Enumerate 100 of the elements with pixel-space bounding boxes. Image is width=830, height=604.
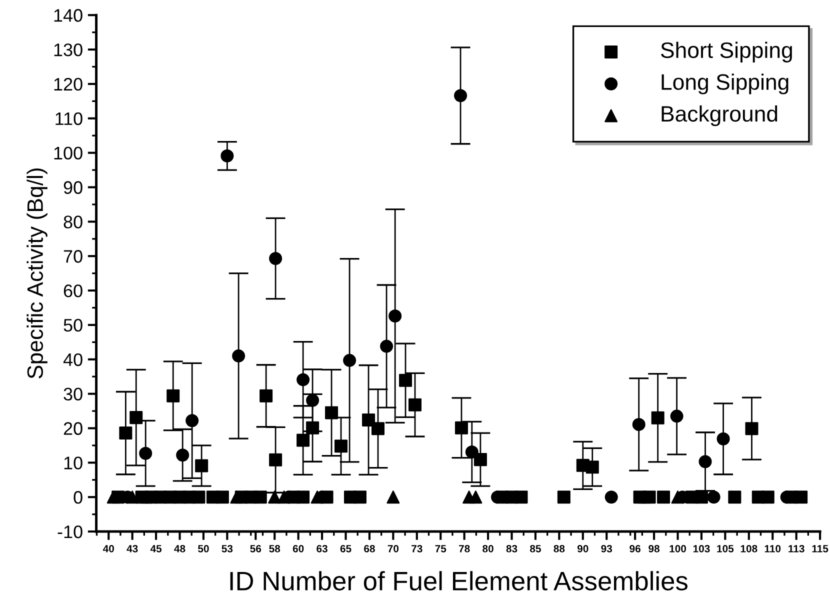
y-tick-label: 110 xyxy=(56,112,82,126)
point xyxy=(794,490,808,504)
point xyxy=(638,490,652,504)
x-tick-label: 78 xyxy=(458,544,470,552)
x-tick-label: 90 xyxy=(577,544,588,552)
x-tick-label: 88 xyxy=(554,544,565,552)
point xyxy=(232,349,246,362)
y-tick-label: 60 xyxy=(64,284,82,298)
point xyxy=(632,418,646,431)
point xyxy=(268,490,282,504)
point xyxy=(310,490,324,504)
x-tick-label: 105 xyxy=(717,544,734,552)
point xyxy=(454,421,468,434)
point xyxy=(353,490,366,504)
point xyxy=(325,406,338,420)
point xyxy=(474,453,487,466)
legend-label: Long Sipping xyxy=(662,74,788,94)
x-tick-label: 83 xyxy=(506,544,518,552)
x-tick-label: 43 xyxy=(126,544,138,552)
point xyxy=(707,490,720,504)
point xyxy=(670,410,684,423)
y-tick-label: 90 xyxy=(64,181,82,194)
point xyxy=(557,490,570,504)
point xyxy=(698,455,712,468)
point xyxy=(140,490,154,504)
x-tick-label: 96 xyxy=(630,544,640,552)
point xyxy=(220,149,234,162)
y-tick-label: 130 xyxy=(54,43,82,56)
x-tick-label: 113 xyxy=(788,544,804,552)
y-tick-label: 50 xyxy=(64,318,82,332)
point xyxy=(119,426,132,440)
legend-label: Short Sipping xyxy=(660,42,792,62)
point xyxy=(465,445,478,458)
point xyxy=(716,432,730,446)
y-tick-label: -10 xyxy=(58,525,82,538)
x-axis-title: ID Number of Fuel Element Assemblies xyxy=(230,571,688,590)
y-tick-label: 30 xyxy=(64,388,82,401)
x-tick-label: 68 xyxy=(364,544,375,552)
point xyxy=(586,460,599,474)
x-tick-label: 56 xyxy=(250,544,262,552)
point xyxy=(454,89,468,102)
point xyxy=(372,422,385,436)
point xyxy=(278,490,291,504)
point xyxy=(306,394,320,407)
x-tick-label: 60 xyxy=(292,544,304,552)
point xyxy=(306,421,320,434)
point xyxy=(334,440,348,453)
point xyxy=(230,490,244,504)
point xyxy=(296,434,310,447)
x-tick-label: 100 xyxy=(670,544,686,552)
y-tick-label: 10 xyxy=(64,456,82,470)
point xyxy=(745,422,758,436)
point xyxy=(216,490,229,504)
x-tick-label: 108 xyxy=(740,544,758,552)
x-tick-label: 63 xyxy=(316,544,328,552)
point xyxy=(139,446,152,460)
x-tick-label: 98 xyxy=(648,544,660,552)
y-tick-label: 120 xyxy=(54,78,82,91)
y-tick-label: 80 xyxy=(64,216,82,228)
point xyxy=(296,373,310,386)
x-tick-label: 40 xyxy=(102,544,114,552)
point xyxy=(192,490,206,504)
point xyxy=(269,252,282,266)
point xyxy=(657,490,670,504)
x-tick-label: 58 xyxy=(269,544,280,552)
point xyxy=(671,490,684,504)
x-tick-label: 48 xyxy=(174,544,186,552)
x-tick-label: 50 xyxy=(198,544,209,552)
point xyxy=(362,413,376,426)
point xyxy=(186,414,199,428)
point xyxy=(388,309,402,323)
y-tick-label: 70 xyxy=(64,250,82,263)
x-tick-label: 45 xyxy=(150,545,162,552)
y-tick-label: 20 xyxy=(64,422,82,435)
point xyxy=(130,411,143,424)
y-tick-label: 40 xyxy=(63,353,82,366)
x-tick-label: 103 xyxy=(693,544,710,552)
x-tick-label: 65 xyxy=(340,544,352,552)
point xyxy=(604,490,618,504)
point xyxy=(514,490,528,504)
y-tick-label: 140 xyxy=(54,9,82,22)
x-tick-label: 75 xyxy=(435,545,446,552)
point xyxy=(469,490,482,504)
point xyxy=(260,389,273,402)
x-tick-label: 110 xyxy=(764,544,781,552)
point xyxy=(343,354,356,367)
point xyxy=(408,398,422,412)
point xyxy=(126,490,139,504)
y-tick-label: 0 xyxy=(74,491,82,504)
point xyxy=(195,459,208,472)
point xyxy=(254,490,267,504)
y-tick-label: 100 xyxy=(54,146,82,160)
point xyxy=(651,411,664,424)
point xyxy=(106,490,120,504)
point xyxy=(399,374,412,387)
point xyxy=(269,453,282,466)
point xyxy=(386,490,400,504)
point xyxy=(694,490,708,504)
x-tick-label: 115 xyxy=(812,545,828,552)
x-tick-label: 70 xyxy=(388,544,399,552)
